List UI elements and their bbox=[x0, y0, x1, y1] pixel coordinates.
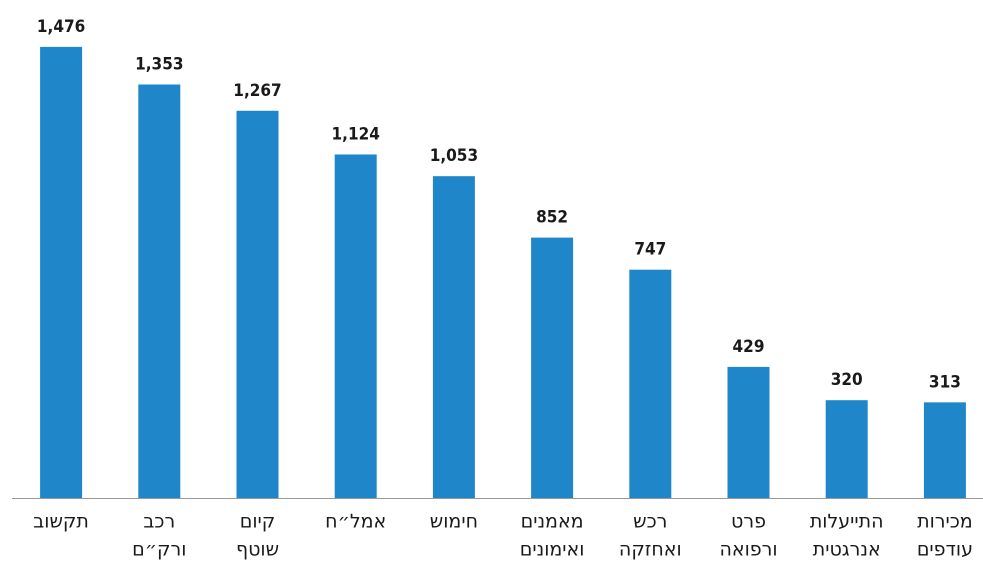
x-tick-label: אמל״ח bbox=[325, 511, 386, 533]
x-tick-label: רכב bbox=[143, 511, 175, 533]
value-label: 747 bbox=[634, 240, 666, 260]
x-tick-label: מאמנים bbox=[521, 511, 584, 533]
value-label: 1,053 bbox=[430, 146, 478, 166]
bar bbox=[432, 176, 475, 498]
bar bbox=[923, 402, 966, 498]
x-tick-label: התייעלות bbox=[810, 511, 884, 533]
bar bbox=[40, 46, 83, 499]
value-label: 1,476 bbox=[37, 17, 85, 37]
x-tick-label: ורפואה bbox=[719, 539, 777, 561]
x-tick-label: תקשוב bbox=[33, 511, 89, 533]
x-tick-label: ואחזקה bbox=[619, 539, 682, 561]
value-label: 429 bbox=[733, 337, 765, 357]
x-tick-label: חימוש bbox=[430, 511, 478, 533]
x-tick-label: רכש bbox=[633, 511, 667, 533]
value-label: 320 bbox=[831, 370, 863, 390]
x-tick-label: אנרגטית bbox=[813, 539, 881, 561]
bar bbox=[629, 269, 672, 498]
bar bbox=[236, 110, 279, 498]
value-label: 1,353 bbox=[135, 54, 183, 74]
value-label: 1,124 bbox=[332, 124, 380, 144]
bar bbox=[825, 400, 868, 498]
bar bbox=[727, 366, 770, 498]
x-tick-label: שוטף bbox=[236, 539, 279, 561]
x-tick-label: פרט bbox=[731, 511, 766, 533]
x-tick-label: ורק״ם bbox=[132, 539, 186, 561]
bar bbox=[138, 84, 181, 498]
value-label: 852 bbox=[536, 208, 568, 228]
bar bbox=[334, 154, 377, 499]
value-label: 1,267 bbox=[233, 81, 281, 101]
x-tick-label: מכירות bbox=[917, 511, 973, 533]
bar bbox=[531, 237, 574, 499]
x-tick-label: ואימונים bbox=[520, 539, 585, 561]
value-label: 313 bbox=[929, 372, 961, 392]
x-tick-label: עודפים bbox=[917, 539, 973, 561]
x-tick-label: קיום bbox=[240, 511, 276, 533]
